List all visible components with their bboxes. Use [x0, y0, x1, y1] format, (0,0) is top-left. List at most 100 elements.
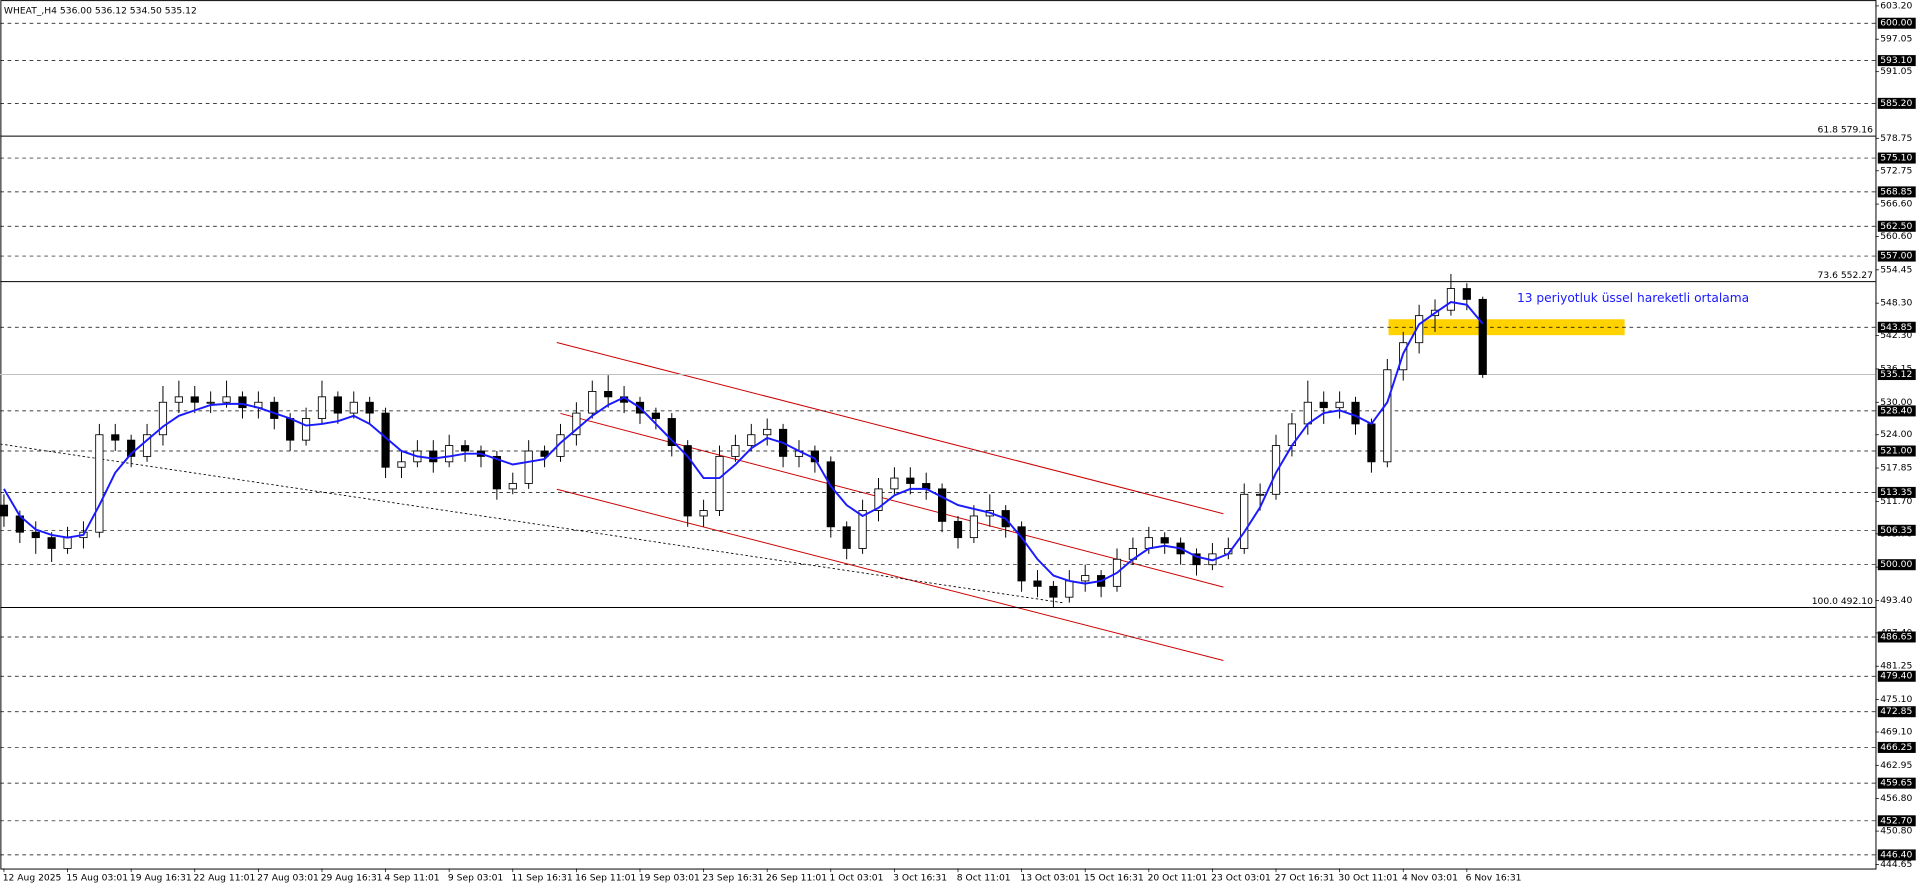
candle-body: [953, 520, 963, 539]
x-tick-label: 19 Sep 03:01: [639, 873, 700, 884]
y-tick-label: 548.30: [1880, 298, 1912, 309]
candle-body: [158, 401, 168, 436]
candle-body: [47, 537, 56, 549]
candle-body: [1303, 401, 1312, 425]
level-label: 459.65: [1880, 778, 1912, 789]
x-tick-label: 4 Sep 11:01: [384, 873, 439, 884]
level-label-bg: [1877, 17, 1916, 29]
channel-line: [556, 488, 1224, 661]
y-tick-label: 572.75: [1880, 165, 1912, 176]
candle-body: [524, 450, 533, 484]
level-label: 575.10: [1880, 153, 1912, 164]
candle-body: [492, 455, 501, 490]
level-label-bg: [1877, 849, 1916, 861]
candle-body: [1192, 553, 1201, 566]
channel-line: [556, 342, 1224, 515]
candle-body: [1271, 445, 1281, 495]
y-tick-label: 597.05: [1880, 34, 1912, 45]
candle-body: [1144, 537, 1153, 549]
x-tick-label: 1 Oct 03:01: [830, 873, 884, 884]
level-label-bg: [1877, 777, 1916, 789]
level-label-bg: [1877, 97, 1916, 109]
candle-body: [222, 396, 231, 403]
level-label-bg: [1877, 445, 1916, 457]
candle-body: [429, 450, 438, 463]
candle-body: [969, 515, 978, 539]
y-tick-label: 536.15: [1880, 363, 1912, 374]
y-tick-label: 511.70: [1880, 496, 1912, 507]
y-tick-label: 517.85: [1880, 463, 1912, 474]
last-price-bg: [1877, 369, 1916, 381]
trend-line: [0, 443, 1065, 604]
candle-body: [270, 401, 279, 419]
candle-body: [842, 526, 851, 549]
y-tick-label: 554.45: [1880, 264, 1912, 275]
level-label-bg: [1877, 55, 1916, 67]
level-label: 600.00: [1880, 18, 1912, 29]
candle-body: [349, 401, 358, 414]
x-tick-label: 6 Nov 16:31: [1466, 873, 1522, 884]
y-tick-label: 560.60: [1880, 231, 1912, 242]
candle-body: [508, 483, 517, 490]
candle-body: [333, 396, 342, 414]
candle-body: [1240, 493, 1249, 549]
y-tick-label: 469.10: [1880, 727, 1912, 738]
level-label-bg: [1877, 321, 1916, 333]
x-tick-label: 29 Aug 16:31: [321, 873, 383, 884]
x-tick-label: 15 Aug 03:01: [66, 873, 128, 884]
level-label-bg: [1877, 250, 1916, 262]
fib-label: 73.6 552.27: [1818, 270, 1874, 281]
y-tick-label: 578.75: [1880, 133, 1912, 144]
candle-body: [1446, 288, 1456, 311]
x-tick-label: 4 Nov 03:01: [1402, 873, 1458, 884]
level-label: 452.70: [1880, 815, 1912, 826]
x-tick-label: 13 Oct 03:01: [1020, 873, 1080, 884]
level-label-bg: [1877, 670, 1916, 682]
candle-body: [1335, 401, 1344, 409]
candle-body: [667, 418, 676, 447]
level-label: 562.50: [1880, 221, 1912, 232]
x-tick-label: 19 Aug 16:31: [130, 873, 192, 884]
candle-body: [317, 396, 327, 419]
level-label: 479.40: [1880, 671, 1912, 682]
level-label-bg: [1877, 631, 1916, 643]
candle-body: [365, 401, 374, 414]
candle-body: [142, 434, 152, 457]
fib-label: 61.8 579.16: [1818, 124, 1874, 135]
y-tick-label: 493.40: [1880, 595, 1912, 606]
ema-line: [3, 301, 1484, 585]
candle-body: [63, 537, 72, 549]
candle-body: [31, 531, 40, 539]
candle-body: [1462, 288, 1471, 300]
candle-body: [938, 488, 947, 522]
chart-title: WHEAT_,H4 536.00 536.12 534.50 535.12: [4, 6, 197, 17]
candle-body: [460, 445, 470, 452]
candle-body: [1351, 401, 1360, 425]
candle-body: [111, 434, 120, 441]
candle-body: [127, 439, 136, 457]
candle-body: [190, 396, 199, 403]
level-label-bg: [1877, 741, 1916, 753]
level-label: 557.00: [1880, 251, 1912, 262]
candle-body: [1319, 401, 1328, 409]
y-tick-label: 462.95: [1880, 760, 1912, 771]
level-label: 513.35: [1880, 487, 1912, 498]
candle-body: [540, 450, 549, 457]
candle-body: [445, 445, 454, 463]
candle-body: [0, 504, 9, 517]
y-tick-label: 444.65: [1880, 859, 1912, 870]
y-tick-label: 475.10: [1880, 694, 1912, 705]
level-label-bg: [1877, 152, 1916, 164]
candle-body: [1256, 493, 1265, 496]
candle-body: [1383, 369, 1392, 463]
candle-body: [826, 461, 835, 528]
x-tick-label: 11 Sep 16:31: [512, 873, 573, 884]
level-label: 446.40: [1880, 849, 1912, 860]
x-tick-label: 27 Aug 03:01: [257, 873, 319, 884]
candle-body: [95, 434, 104, 533]
candle-body: [588, 390, 597, 414]
x-tick-label: 15 Oct 16:31: [1084, 873, 1144, 884]
candle-body: [699, 510, 708, 517]
